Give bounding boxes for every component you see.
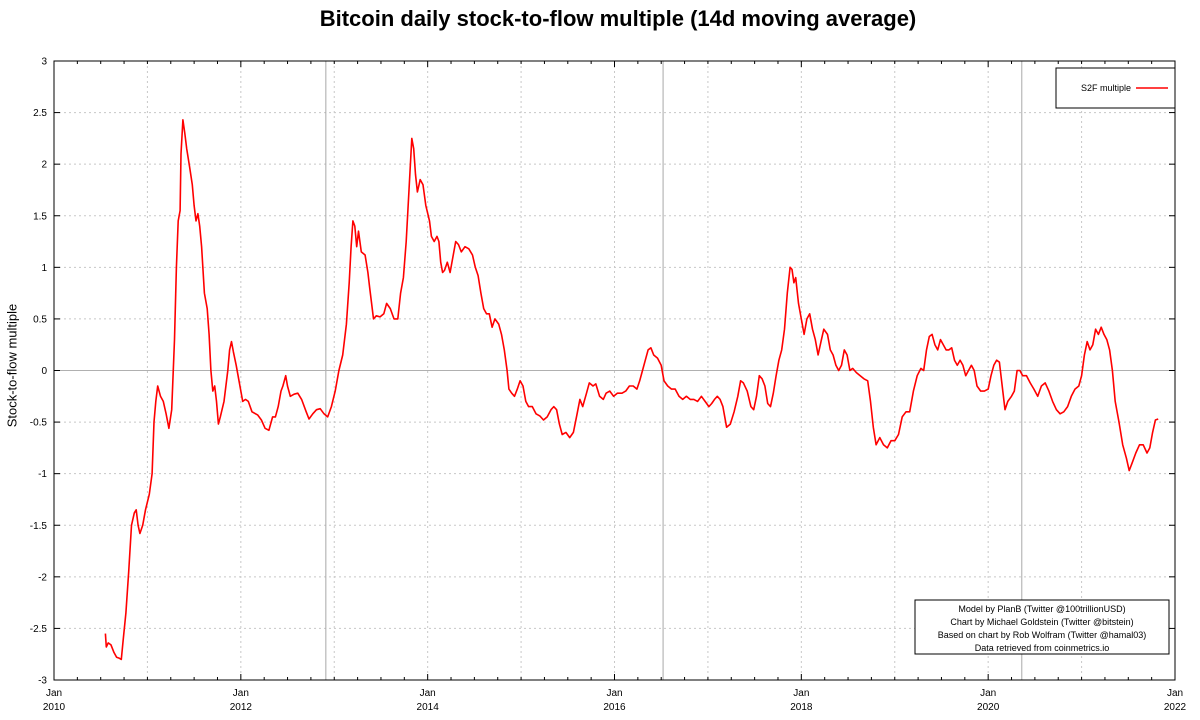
- x-tick-label: Jan: [233, 688, 249, 699]
- axis-layer: 32.521.510.50-0.5-1-1.5-2-2.5-3Jan2010Ja…: [30, 57, 1187, 714]
- y-tick-label: 0.5: [33, 314, 47, 325]
- y-tick-label: 2.5: [33, 108, 47, 119]
- credits-box: Model by PlanB (Twitter @100trillionUSD)…: [914, 599, 1170, 655]
- y-tick-label: -2: [38, 572, 47, 583]
- x-tick-label: Jan: [606, 688, 622, 699]
- grid-layer: [54, 61, 1175, 680]
- y-tick-label: 2: [41, 160, 47, 171]
- x-tick-year-label: 2010: [43, 702, 66, 713]
- legend: S2F multiple: [1055, 67, 1176, 109]
- x-tick-label: Jan: [793, 688, 809, 699]
- series-layer: [104, 119, 1159, 661]
- credit-line: Model by PlanB (Twitter @100trillionUSD): [958, 604, 1125, 614]
- y-tick-label: -3: [38, 676, 47, 687]
- y-tick-label: -0.5: [30, 418, 48, 429]
- credit-line: Chart by Michael Goldstein (Twitter @bit…: [950, 617, 1133, 627]
- y-tick-label: 3: [41, 57, 47, 68]
- credit-line: Data retrieved from coinmetrics.io: [975, 643, 1110, 653]
- x-tick-year-label: 2022: [1164, 702, 1187, 713]
- y-tick-label: -1.5: [30, 521, 48, 532]
- y-tick-label: -2.5: [30, 624, 48, 635]
- x-tick-year-label: 2018: [790, 702, 813, 713]
- plot-frame: [53, 60, 1176, 681]
- x-tick-year-label: 2020: [977, 702, 1000, 713]
- x-tick-year-label: 2016: [603, 702, 626, 713]
- credit-line: Based on chart by Rob Wolfram (Twitter @…: [938, 630, 1147, 640]
- y-tick-label: 1: [41, 263, 47, 274]
- x-tick-label: Jan: [46, 688, 62, 699]
- x-tick-year-label: 2014: [417, 702, 440, 713]
- x-tick-year-label: 2012: [230, 702, 253, 713]
- credits-frame: [914, 599, 1170, 655]
- legend-label: S2F multiple: [1081, 83, 1131, 93]
- y-tick-label: 1.5: [33, 211, 47, 222]
- x-tick-label: Jan: [1167, 688, 1183, 699]
- series-line-s2f-multiple: [104, 119, 1159, 661]
- x-tick-label: Jan: [980, 688, 996, 699]
- y-tick-label: 0: [41, 366, 47, 377]
- x-tick-label: Jan: [420, 688, 436, 699]
- chart-title: Bitcoin daily stock-to-flow multiple (14…: [319, 6, 917, 31]
- y-tick-label: -1: [38, 469, 47, 480]
